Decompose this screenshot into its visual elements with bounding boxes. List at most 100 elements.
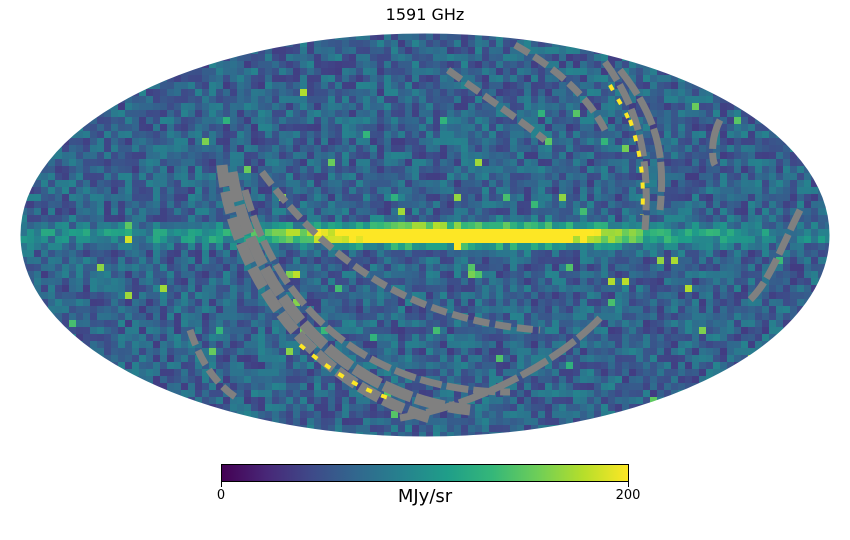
map-pixel [384,75,392,83]
map-pixel [286,131,294,139]
map-pixel [440,159,448,167]
map-pixel [496,103,504,111]
map-pixel [475,355,483,363]
map-pixel [195,215,203,223]
map-pixel [384,299,392,307]
map-pixel [482,334,490,342]
map-pixel [398,166,406,174]
map-pixel [244,61,252,69]
map-pixel [699,299,707,307]
map-pixel [335,299,343,307]
map-pixel [244,68,252,76]
map-pixel [608,334,616,342]
map-pixel [580,250,588,258]
map-pixel [265,285,273,293]
map-pixel [650,201,658,209]
map-pixel [258,103,266,111]
map-pixel [510,117,518,125]
map-pixel [328,208,336,216]
map-pixel [825,173,830,181]
map-pixel [769,299,777,307]
map-pixel [776,278,784,286]
map-pixel [237,257,245,265]
map-pixel [496,187,504,195]
map-pixel [384,264,392,272]
map-pixel [475,40,483,48]
map-pixel [524,61,532,69]
map-pixel [384,138,392,146]
map-pixel [384,82,392,90]
map-pixel [783,145,791,153]
map-pixel [349,166,357,174]
map-pixel [279,124,287,132]
map-pixel [762,222,770,230]
map-pixel [181,362,189,370]
map-pixel [279,257,287,265]
map-pixel [741,320,749,328]
map-pixel [342,103,350,111]
map-pixel [587,194,595,202]
map-pixel [314,166,322,174]
map-pixel [454,299,462,307]
map-pixel [293,341,301,349]
map-pixel [251,75,259,83]
map-pixel [720,285,728,293]
map-pixel [461,264,469,272]
map-pixel [580,236,588,244]
map-pixel [566,222,574,230]
map-pixel [825,215,830,223]
map-pixel [608,75,616,83]
map-pixel [223,362,231,370]
map-pixel [125,362,133,370]
map-pixel [398,208,406,216]
map-pixel [111,320,119,328]
map-pixel [160,320,168,328]
map-pixel [27,201,35,209]
map-pixel [104,355,112,363]
map-pixel [279,222,287,230]
map-pixel [111,173,119,181]
map-pixel [552,229,560,237]
map-pixel [97,313,105,321]
map-pixel [328,187,336,195]
map-pixel [685,166,693,174]
map-pixel [125,236,133,244]
map-pixel [825,229,830,237]
map-pixel [440,152,448,160]
map-pixel [692,187,700,195]
map-pixel [622,271,630,279]
map-pixel [237,145,245,153]
map-pixel [496,82,504,90]
map-pixel [769,152,777,160]
map-pixel [503,208,511,216]
map-pixel [321,68,329,76]
map-pixel [174,334,182,342]
map-pixel [398,320,406,328]
map-pixel [125,299,133,307]
map-pixel [356,208,364,216]
map-pixel [608,215,616,223]
map-pixel [405,243,413,251]
map-pixel [720,89,728,97]
map-pixel [650,243,658,251]
map-pixel [440,278,448,286]
map-pixel [34,159,42,167]
map-pixel [391,145,399,153]
map-pixel [608,278,616,286]
map-pixel [370,264,378,272]
map-pixel [643,243,651,251]
map-pixel [286,75,294,83]
map-pixel [783,159,791,167]
map-pixel [307,110,315,118]
map-pixel [706,299,714,307]
map-pixel [83,334,91,342]
map-pixel [573,145,581,153]
map-pixel [622,313,630,321]
map-pixel [34,173,42,181]
map-pixel [482,201,490,209]
map-pixel [370,40,378,48]
map-pixel [615,327,623,335]
map-pixel [622,362,630,370]
map-pixel [398,33,406,41]
map-pixel [167,355,175,363]
